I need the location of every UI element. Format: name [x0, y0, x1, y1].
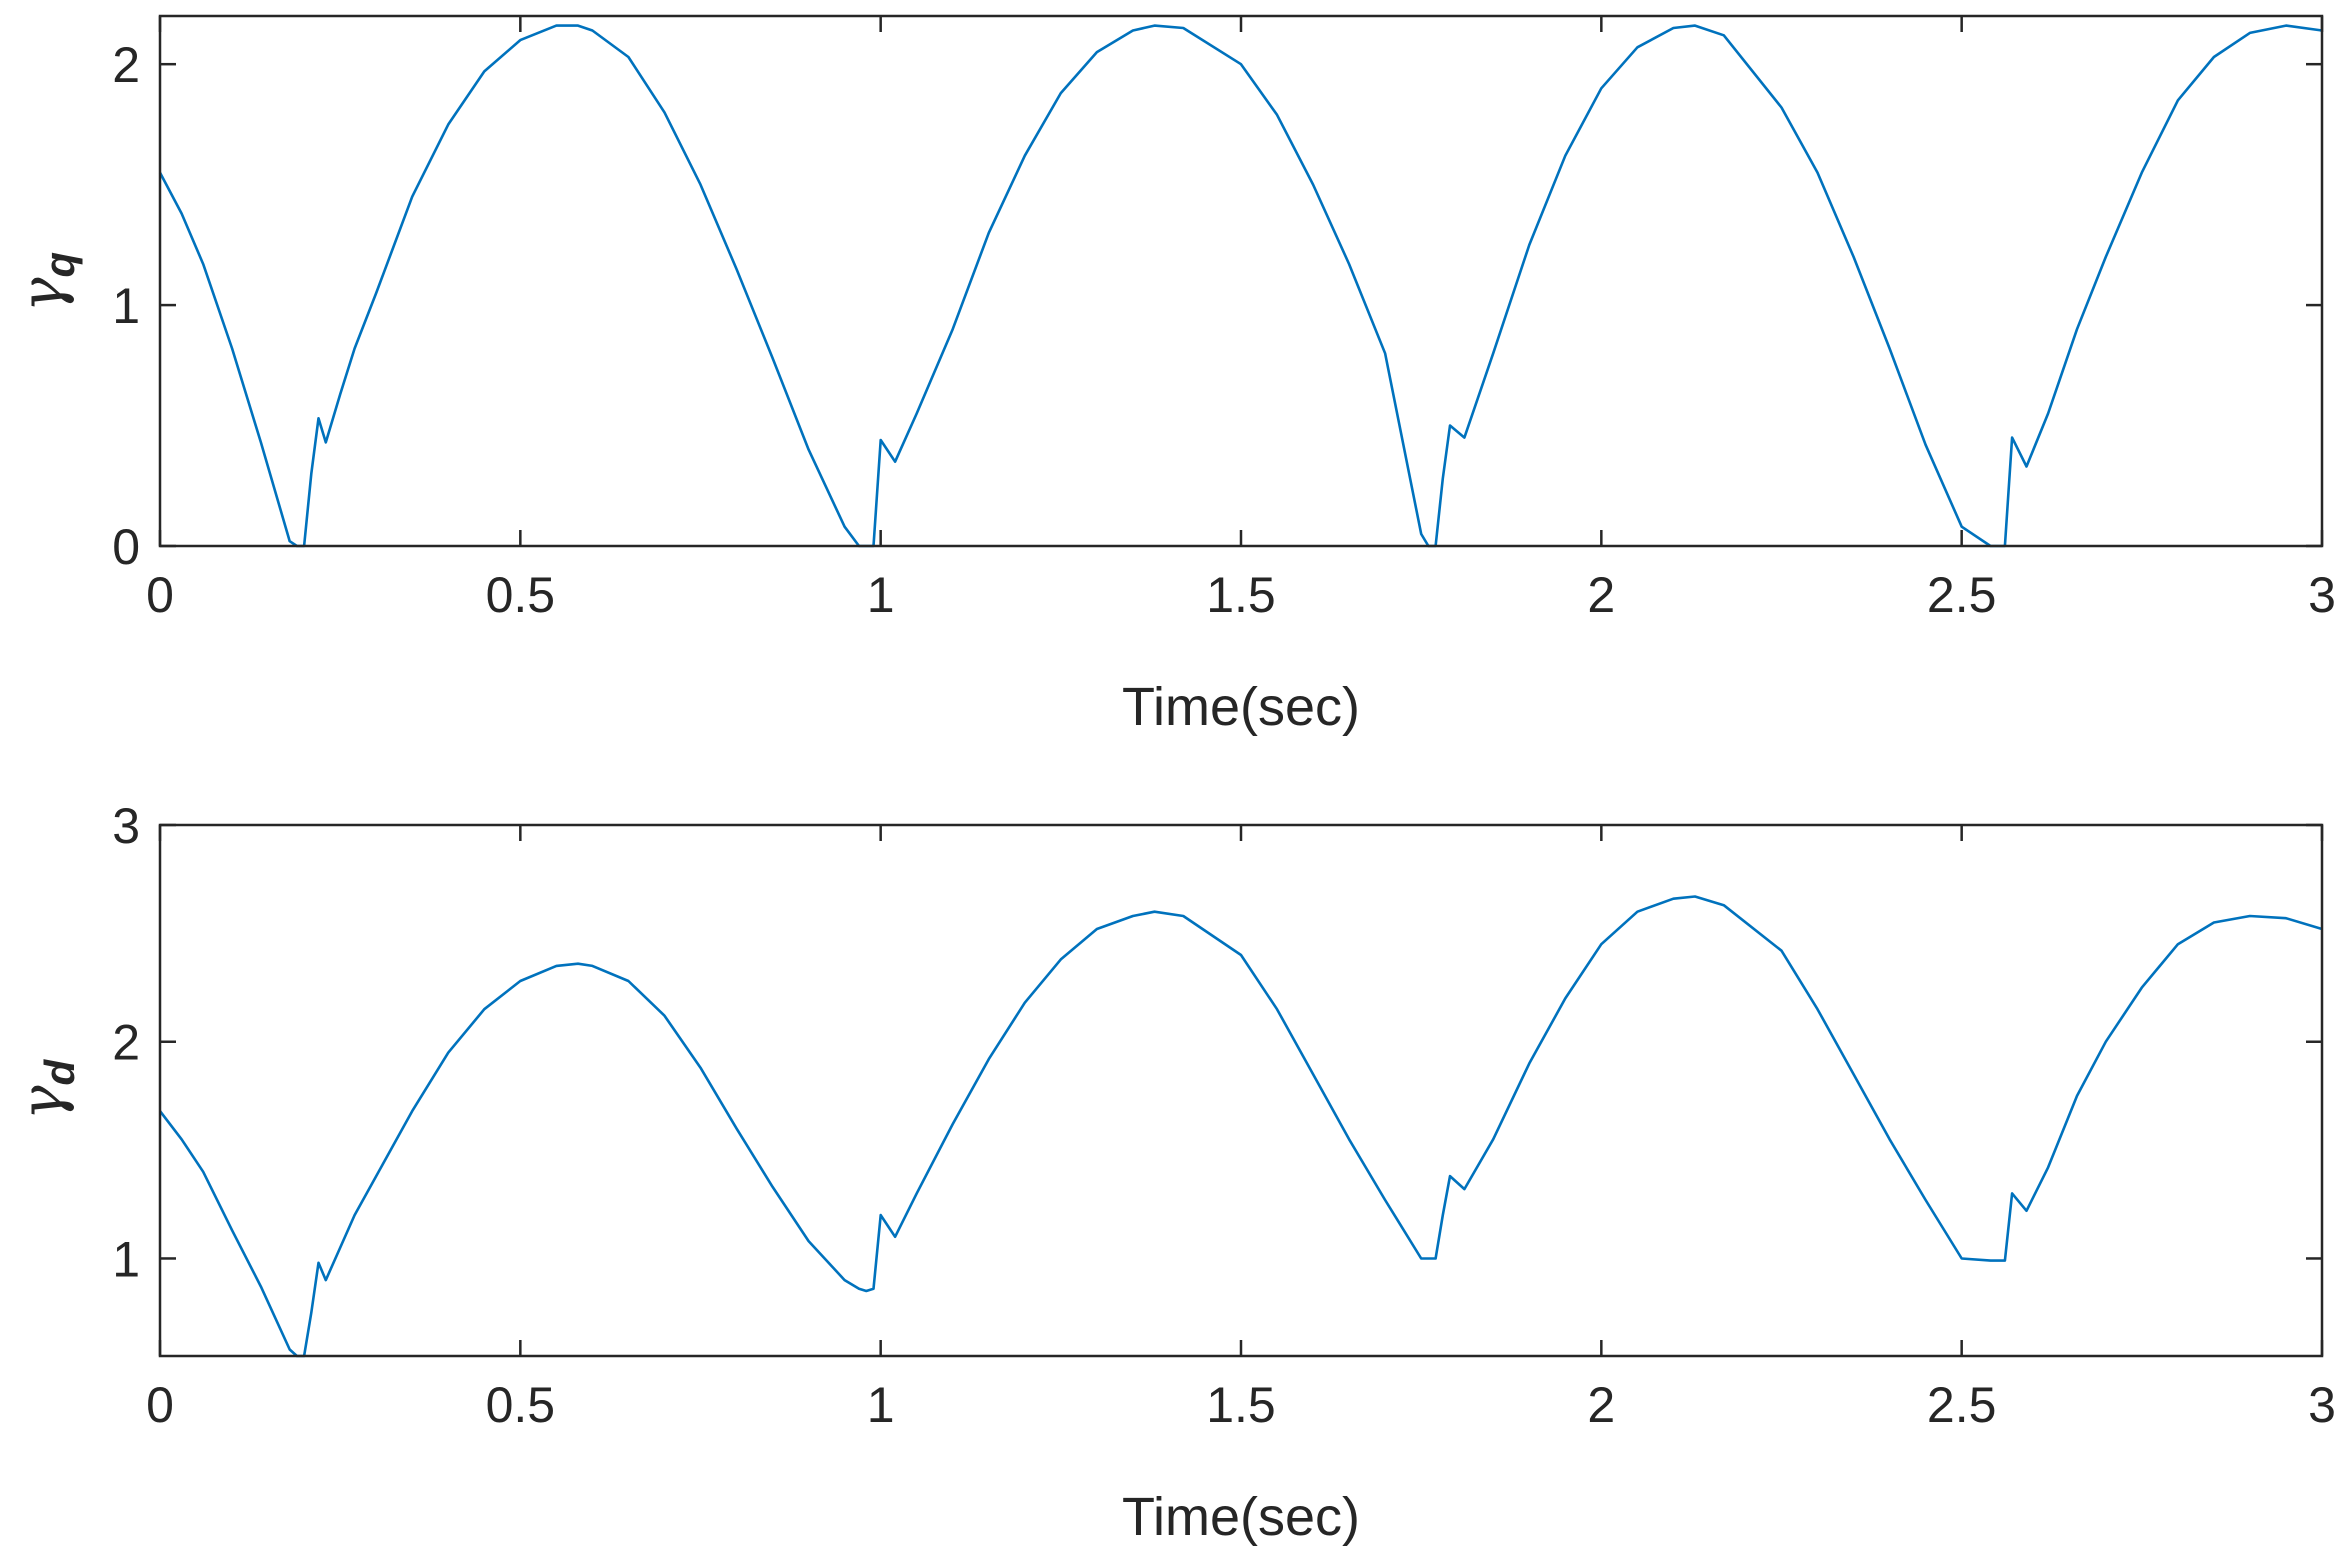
y-axis-label-q-subscript: q [36, 252, 83, 278]
x-tick-label-d-6: 3 [2308, 1377, 2336, 1433]
y-axis-label-d: γd [8, 1058, 83, 1120]
y-tick-label-d-2: 3 [112, 798, 140, 854]
svg-text:γq: γq [8, 252, 83, 312]
x-tick-label-q-3: 1.5 [1206, 567, 1276, 623]
y-axis-label-q: γq [8, 252, 83, 312]
y-tick-label-d-1: 2 [112, 1015, 140, 1071]
series-layer-d [158, 895, 2323, 1358]
y-tick-label-q-1: 1 [112, 278, 140, 334]
tick-layer-d: 0 0.5 1 1.5 2 2.5 3 1 2 3 [112, 798, 2336, 1433]
x-tick-label-q-6: 3 [2308, 567, 2336, 623]
x-tick-label-d-4: 2 [1587, 1377, 1615, 1433]
x-tick-label-d-2: 1 [867, 1377, 895, 1433]
subplot-gamma-d: 0 0.5 1 1.5 2 2.5 3 1 2 3 Time(sec) γd [8, 798, 2336, 1547]
y-tick-label-q-0: 0 [112, 519, 140, 575]
x-tick-label-d-3: 1.5 [1206, 1377, 1276, 1433]
y-axis-label-d-symbol: γ [8, 1085, 76, 1120]
x-tick-label-q-0: 0 [146, 567, 174, 623]
x-tick-label-d-1: 0.5 [486, 1377, 556, 1433]
tick-layer-q: 0 0.5 1 1.5 2 2.5 3 0 1 2 [112, 16, 2336, 623]
x-tick-label-d-5: 2.5 [1927, 1377, 1997, 1433]
subplot-gamma-q: 0 0.5 1 1.5 2 2.5 3 0 1 2 Time(sec) γq [8, 14, 2336, 737]
x-tick-label-q-1: 0.5 [486, 567, 556, 623]
x-tick-label-d-0: 0 [146, 1377, 174, 1433]
series-line-d-0 [158, 895, 2323, 1358]
x-axis-label-q: Time(sec) [1122, 677, 1360, 737]
y-axis-label-q-symbol: γ [8, 277, 76, 312]
series-layer-q [158, 24, 2323, 548]
y-axis-label-d-subscript: d [36, 1058, 83, 1085]
series-line-q-0 [158, 24, 2323, 548]
y-tick-label-q-2: 2 [112, 37, 140, 93]
x-tick-label-q-2: 1 [867, 567, 895, 623]
x-tick-label-q-4: 2 [1587, 567, 1615, 623]
x-axis-label-d: Time(sec) [1122, 1487, 1360, 1547]
y-tick-label-d-0: 1 [112, 1231, 140, 1287]
svg-text:γd: γd [8, 1058, 83, 1120]
x-tick-label-q-5: 2.5 [1927, 567, 1997, 623]
